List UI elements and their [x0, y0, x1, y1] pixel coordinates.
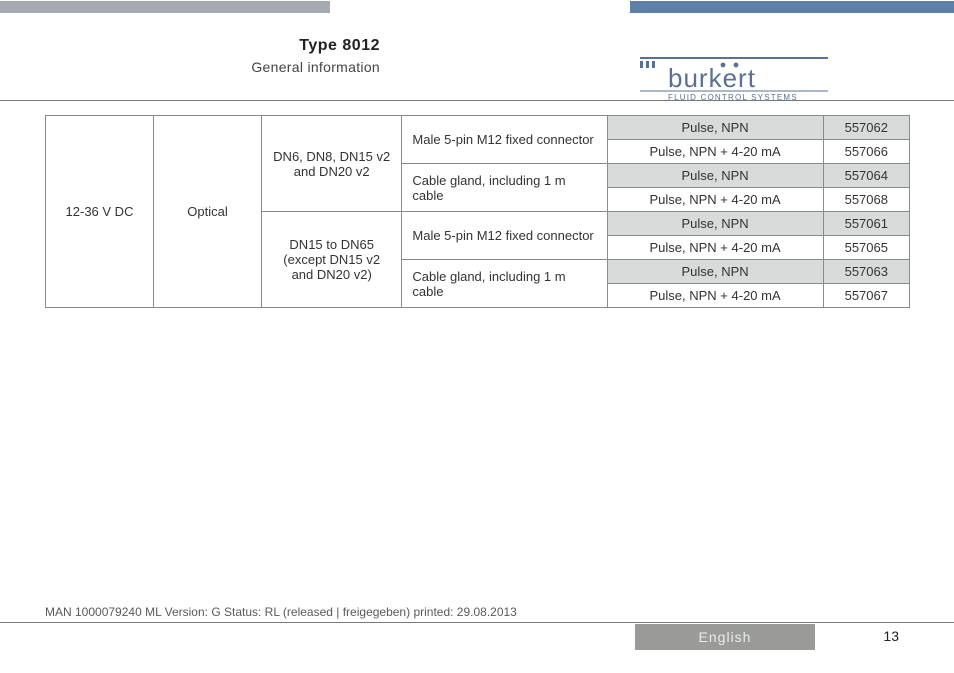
cell-code: 557066 [823, 140, 909, 164]
cell-code: 557062 [823, 116, 909, 140]
cell-dn-group-2: DN15 to DN65 (except DN15 v2 and DN20 v2… [262, 212, 402, 308]
footer-rule [0, 622, 954, 623]
cell-code: 557067 [823, 284, 909, 308]
cell-code: 557065 [823, 236, 909, 260]
cell-connector: Male 5-pin M12 fixed connector [402, 212, 607, 260]
band-seg-1 [0, 1, 330, 13]
cell-output: Pulse, NPN [607, 260, 823, 284]
doc-section-title: General information [120, 59, 380, 75]
band-seg-3 [630, 1, 954, 13]
cell-code: 557061 [823, 212, 909, 236]
language-tab: English [635, 624, 815, 650]
cell-output: Pulse, NPN [607, 116, 823, 140]
cell-output: Pulse, NPN + 4-20 mA [607, 188, 823, 212]
header-rule [0, 100, 954, 101]
cell-output: Pulse, NPN [607, 164, 823, 188]
logo-wordmark: burkert [668, 63, 756, 93]
doc-type-title: Type 8012 [120, 37, 380, 55]
cell-voltage: 12-36 V DC [46, 116, 154, 308]
cell-output: Pulse, NPN + 4-20 mA [607, 284, 823, 308]
cell-output: Pulse, NPN + 4-20 mA [607, 236, 823, 260]
cell-connector: Male 5-pin M12 fixed connector [402, 116, 607, 164]
header-title-block: Type 8012 General information [120, 37, 380, 75]
cell-cable: Cable gland, including 1 m cable [402, 164, 607, 212]
band-seg-2 [330, 1, 630, 13]
cell-principle: Optical [154, 116, 262, 308]
cell-code: 557068 [823, 188, 909, 212]
cell-code: 557064 [823, 164, 909, 188]
cell-output: Pulse, NPN + 4-20 mA [607, 140, 823, 164]
page-header: Type 8012 General information burkert FL… [0, 25, 954, 95]
cell-dn-group-1: DN6, DN8, DN15 v2 and DN20 v2 [262, 116, 402, 212]
top-color-band [0, 0, 954, 12]
spec-table-container: 12-36 V DC Optical DN6, DN8, DN15 v2 and… [45, 115, 910, 308]
spec-table: 12-36 V DC Optical DN6, DN8, DN15 v2 and… [45, 115, 910, 308]
cell-output: Pulse, NPN [607, 212, 823, 236]
page-number: 13 [883, 628, 899, 644]
brand-logo: burkert FLUID CONTROL SYSTEMS [640, 55, 860, 115]
table-row: 12-36 V DC Optical DN6, DN8, DN15 v2 and… [46, 116, 910, 140]
page: Type 8012 General information burkert FL… [0, 0, 954, 673]
burkert-logo-svg: burkert FLUID CONTROL SYSTEMS [640, 55, 830, 101]
doc-meta-line: MAN 1000079240 ML Version: G Status: RL … [45, 605, 517, 619]
cell-code: 557063 [823, 260, 909, 284]
cell-cable: Cable gland, including 1 m cable [402, 260, 607, 308]
